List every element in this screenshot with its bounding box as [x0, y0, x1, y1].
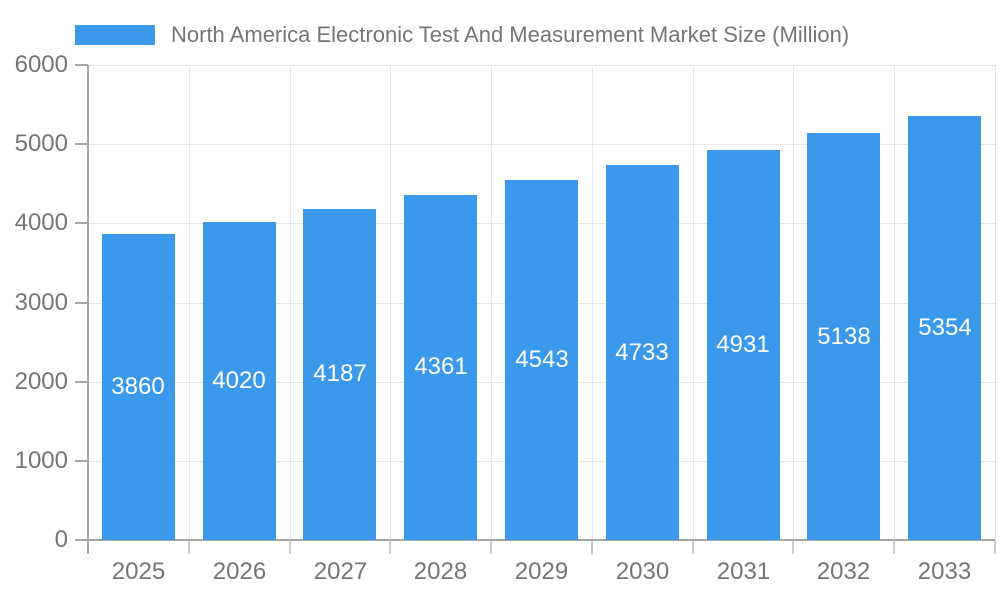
y-axis-tick-label: 3000 — [14, 289, 68, 316]
bar-2031[interactable] — [707, 150, 780, 540]
gridline-vertical — [491, 65, 492, 540]
x-axis-tick-label: 2027 — [313, 558, 368, 585]
y-axis-tick — [75, 460, 88, 462]
bar-value-label: 4543 — [515, 346, 569, 373]
y-axis-tick-label: 1000 — [14, 447, 68, 474]
y-axis-tick — [75, 381, 88, 383]
y-axis-tick — [75, 222, 88, 224]
x-axis-tick — [893, 540, 895, 554]
x-axis-tick-label: 2033 — [917, 558, 972, 585]
bar-2027[interactable] — [303, 209, 376, 540]
x-axis-tick — [188, 540, 190, 554]
y-axis-line — [87, 65, 89, 554]
gridline-vertical — [995, 65, 996, 540]
y-axis-tick — [75, 302, 88, 304]
gridline-vertical — [390, 65, 391, 540]
bar-value-label: 4931 — [716, 331, 770, 358]
y-axis-tick-label: 0 — [54, 526, 68, 553]
x-axis-tick-label: 2028 — [413, 558, 468, 585]
x-axis-tick — [591, 540, 593, 554]
bar-value-label: 4187 — [313, 360, 367, 387]
gridline-horizontal — [88, 144, 995, 145]
gridline-vertical — [793, 65, 794, 540]
bar-value-label: 3860 — [111, 373, 165, 400]
x-axis-tick-label: 2026 — [212, 558, 267, 585]
bar-2033[interactable] — [908, 116, 981, 540]
bar-2032[interactable] — [807, 133, 880, 540]
x-axis-tick — [389, 540, 391, 554]
x-axis-line — [75, 539, 995, 541]
x-axis-tick — [994, 540, 996, 554]
bar-2025[interactable] — [102, 234, 175, 540]
gridline-vertical — [693, 65, 694, 540]
gridline-vertical — [189, 65, 190, 540]
gridline-vertical — [894, 65, 895, 540]
x-axis-tick — [289, 540, 291, 554]
gridline-horizontal — [88, 65, 995, 66]
y-axis-tick-label: 6000 — [14, 51, 68, 78]
x-axis-tick-label: 2025 — [111, 558, 166, 585]
x-axis-tick-label: 2031 — [716, 558, 771, 585]
bar-value-label: 4020 — [212, 367, 266, 394]
gridline-vertical — [592, 65, 593, 540]
y-axis-tick-label: 4000 — [14, 209, 68, 236]
y-axis-tick — [75, 64, 88, 66]
bar-2026[interactable] — [203, 222, 276, 540]
bar-2028[interactable] — [404, 195, 477, 540]
y-axis-tick-label: 2000 — [14, 368, 68, 395]
legend[interactable]: North America Electronic Test And Measur… — [75, 21, 849, 49]
y-axis-tick — [75, 143, 88, 145]
bar-value-label: 4361 — [414, 353, 468, 380]
legend-label: North America Electronic Test And Measur… — [171, 22, 850, 47]
bar-value-label: 5354 — [918, 314, 972, 341]
y-axis-tick-label: 5000 — [14, 130, 68, 157]
x-axis-tick-label: 2032 — [816, 558, 871, 585]
x-axis-tick — [490, 540, 492, 554]
x-axis-tick — [792, 540, 794, 554]
x-axis-tick-label: 2030 — [615, 558, 670, 585]
legend-swatch-icon — [75, 25, 155, 45]
bar-value-label: 5138 — [817, 323, 871, 350]
bar-2029[interactable] — [505, 180, 578, 540]
bar-2030[interactable] — [606, 165, 679, 540]
gridline-vertical — [290, 65, 291, 540]
x-axis-tick — [692, 540, 694, 554]
x-axis-tick-label: 2029 — [514, 558, 569, 585]
bar-value-label: 4733 — [615, 339, 669, 366]
